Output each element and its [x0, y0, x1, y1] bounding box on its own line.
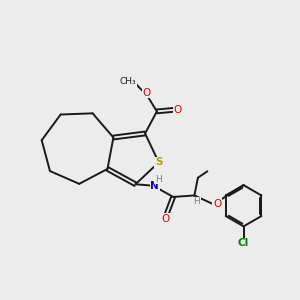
Text: O: O — [161, 214, 169, 224]
Text: O: O — [213, 199, 221, 209]
Text: H: H — [194, 197, 200, 206]
Text: H: H — [155, 175, 161, 184]
Text: S: S — [155, 158, 163, 167]
Text: Cl: Cl — [238, 238, 249, 248]
Text: O: O — [143, 88, 151, 98]
Text: CH₃: CH₃ — [120, 77, 136, 86]
Text: N: N — [150, 181, 159, 191]
Text: O: O — [173, 105, 181, 115]
